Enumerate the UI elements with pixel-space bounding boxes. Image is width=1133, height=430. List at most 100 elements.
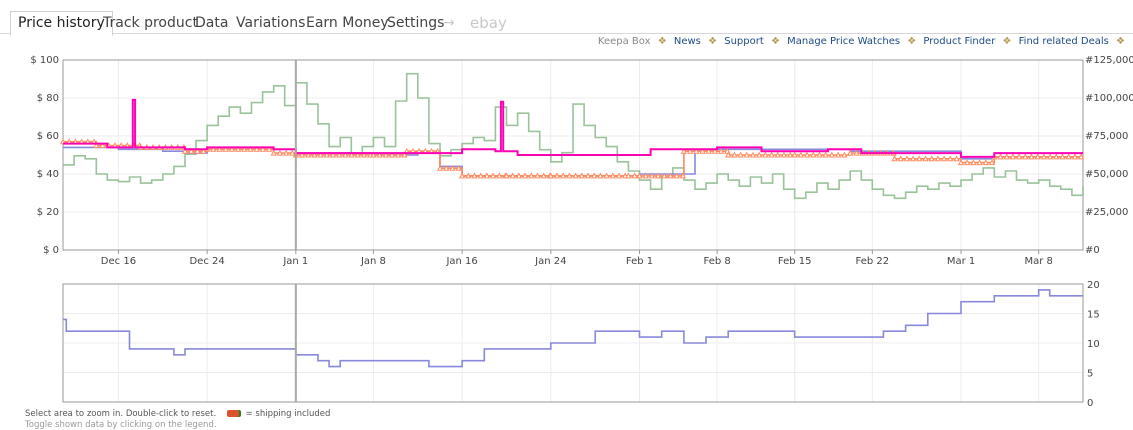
news-link[interactable]: News <box>673 36 701 47</box>
amazon-price-marker <box>194 147 201 154</box>
x-tick-label: Jan 1 <box>282 256 308 267</box>
amazon-price-marker <box>1015 153 1023 160</box>
amazon-price-marker <box>270 149 277 156</box>
amazon-price-marker <box>625 172 632 179</box>
support-link[interactable]: Support <box>724 36 764 47</box>
amazon-price-marker <box>997 153 1004 160</box>
amazon-price-marker <box>743 151 750 158</box>
amazon-price-marker <box>276 149 284 156</box>
amazon-price-marker <box>1034 153 1041 160</box>
y-right-tick-label: #75,000 <box>1085 131 1128 142</box>
series-new-3rd-party[interactable] <box>63 98 1083 158</box>
amazon-price-marker <box>642 172 649 179</box>
amazon-price-marker <box>521 172 529 179</box>
manage-price-watches-link[interactable]: Manage Price Watches <box>787 36 901 47</box>
amazon-price-marker <box>471 172 478 179</box>
amazon-price-marker <box>686 147 694 154</box>
tab-track-product[interactable]: Track product <box>103 15 198 31</box>
amazon-price-marker <box>503 172 510 179</box>
separator-icon: ❖ <box>708 36 718 47</box>
amazon-price-marker <box>928 155 935 162</box>
amazon-price-marker <box>810 151 817 158</box>
amazon-price-marker <box>711 147 719 154</box>
amazon-price-marker <box>648 172 656 179</box>
amazon-price-marker <box>1077 153 1085 160</box>
y-right-tick-label: 20 <box>1087 280 1100 291</box>
series-salesrank[interactable] <box>63 72 1084 200</box>
amazon-price-marker <box>947 155 954 162</box>
series-offer-count[interactable] <box>63 289 1083 368</box>
x-tick-label: Mar 1 <box>947 256 975 267</box>
amazon-price-marker <box>329 151 337 158</box>
amazon-price-marker <box>756 151 763 158</box>
amazon-price-marker <box>348 151 355 158</box>
amazon-price-marker <box>774 151 781 158</box>
separator-icon: ❖ <box>770 36 780 47</box>
amazon-price-marker <box>247 145 254 152</box>
zoom-hint-text: Select area to zoom in. Double-click to … <box>25 409 217 419</box>
y-right-tick-label: #100,000 <box>1085 93 1133 104</box>
x-tick-label: Feb 1 <box>626 256 653 267</box>
amazon-price-marker <box>749 151 757 158</box>
tab-price-history[interactable]: Price history <box>10 11 113 36</box>
amazon-price-marker <box>181 147 189 154</box>
amazon-price-marker <box>188 147 195 154</box>
y-left-tick-label: $ 60 <box>37 131 59 142</box>
amazon-price-marker <box>1022 153 1029 160</box>
amazon-price-marker <box>693 147 700 154</box>
amazon-price-marker <box>916 155 923 162</box>
amazon-price-marker <box>1003 153 1010 160</box>
amazon-price-marker <box>222 145 229 152</box>
amazon-price-marker <box>957 159 965 166</box>
keepa-box-link[interactable]: Keepa Box <box>597 36 651 47</box>
y-left-tick-label: $ 20 <box>37 207 59 218</box>
amazon-price-marker <box>534 172 541 179</box>
amazon-price-marker <box>822 151 829 158</box>
tab-ebay[interactable]: ebay <box>470 14 507 32</box>
amazon-price-marker <box>934 155 942 162</box>
offer-count-chart[interactable]: 0 5 10 15 20 <box>62 280 1100 409</box>
amazon-price-marker <box>489 172 497 179</box>
amazon-price-marker <box>317 151 324 158</box>
amazon-price-marker <box>787 151 794 158</box>
amazon-price-marker <box>791 151 798 158</box>
amazon-price-marker <box>803 151 811 158</box>
y-left-tick-label: $ 40 <box>37 169 59 180</box>
price-chart[interactable]: $ 0 #0 $ 20 #25,000 $ 40 #50,000 $ 60 #75,000 $ … <box>30 55 1133 267</box>
amazon-price-marker <box>265 145 273 152</box>
amazon-price-marker <box>1065 153 1072 160</box>
amazon-price-marker <box>737 151 744 158</box>
product-finder-link[interactable]: Product Finder <box>923 36 996 47</box>
tab-variations[interactable]: Variations <box>236 15 306 31</box>
amazon-price-marker <box>699 147 706 154</box>
amazon-price-marker <box>970 159 977 166</box>
tab-earn-money[interactable]: Earn Money <box>306 15 389 31</box>
amazon-price-marker <box>360 151 368 158</box>
amazon-price-marker <box>436 164 444 171</box>
tab-[interactable]: → <box>443 15 455 31</box>
amazon-price-marker <box>797 151 805 158</box>
amazon-price-marker <box>216 145 223 152</box>
amazon-price-marker <box>395 151 402 158</box>
top-links-bar: Keepa Box ❖ News ❖ Support ❖ Manage Pric… <box>598 36 1129 47</box>
amazon-price-marker <box>847 149 854 156</box>
price-history-charts[interactable]: $ 0 #0 $ 20 #25,000 $ 40 #50,000 $ 60 #75,000 $ … <box>0 0 1133 409</box>
tab-data[interactable]: Data <box>195 15 229 31</box>
amazon-price-marker <box>1046 153 1054 160</box>
amazon-price-marker <box>289 149 296 156</box>
y-left-tick-label: $ 100 <box>30 55 59 66</box>
amazon-price-marker <box>401 151 408 158</box>
amazon-price-marker <box>354 151 361 158</box>
amazon-price-marker <box>515 172 523 179</box>
amazon-price-marker <box>816 151 823 158</box>
amazon-price-marker <box>509 172 516 179</box>
amazon-price-marker <box>560 172 567 179</box>
tab-settings[interactable]: Settings <box>387 15 445 31</box>
amazon-price-marker <box>455 164 462 171</box>
amazon-price-marker <box>342 151 349 158</box>
y-right-tick-label: 5 <box>1087 369 1093 380</box>
truck-icon <box>226 410 239 417</box>
find-related-deals-link[interactable]: Find related Deals <box>1018 36 1109 47</box>
amazon-price-marker <box>298 151 306 158</box>
amazon-price-marker <box>603 172 610 179</box>
